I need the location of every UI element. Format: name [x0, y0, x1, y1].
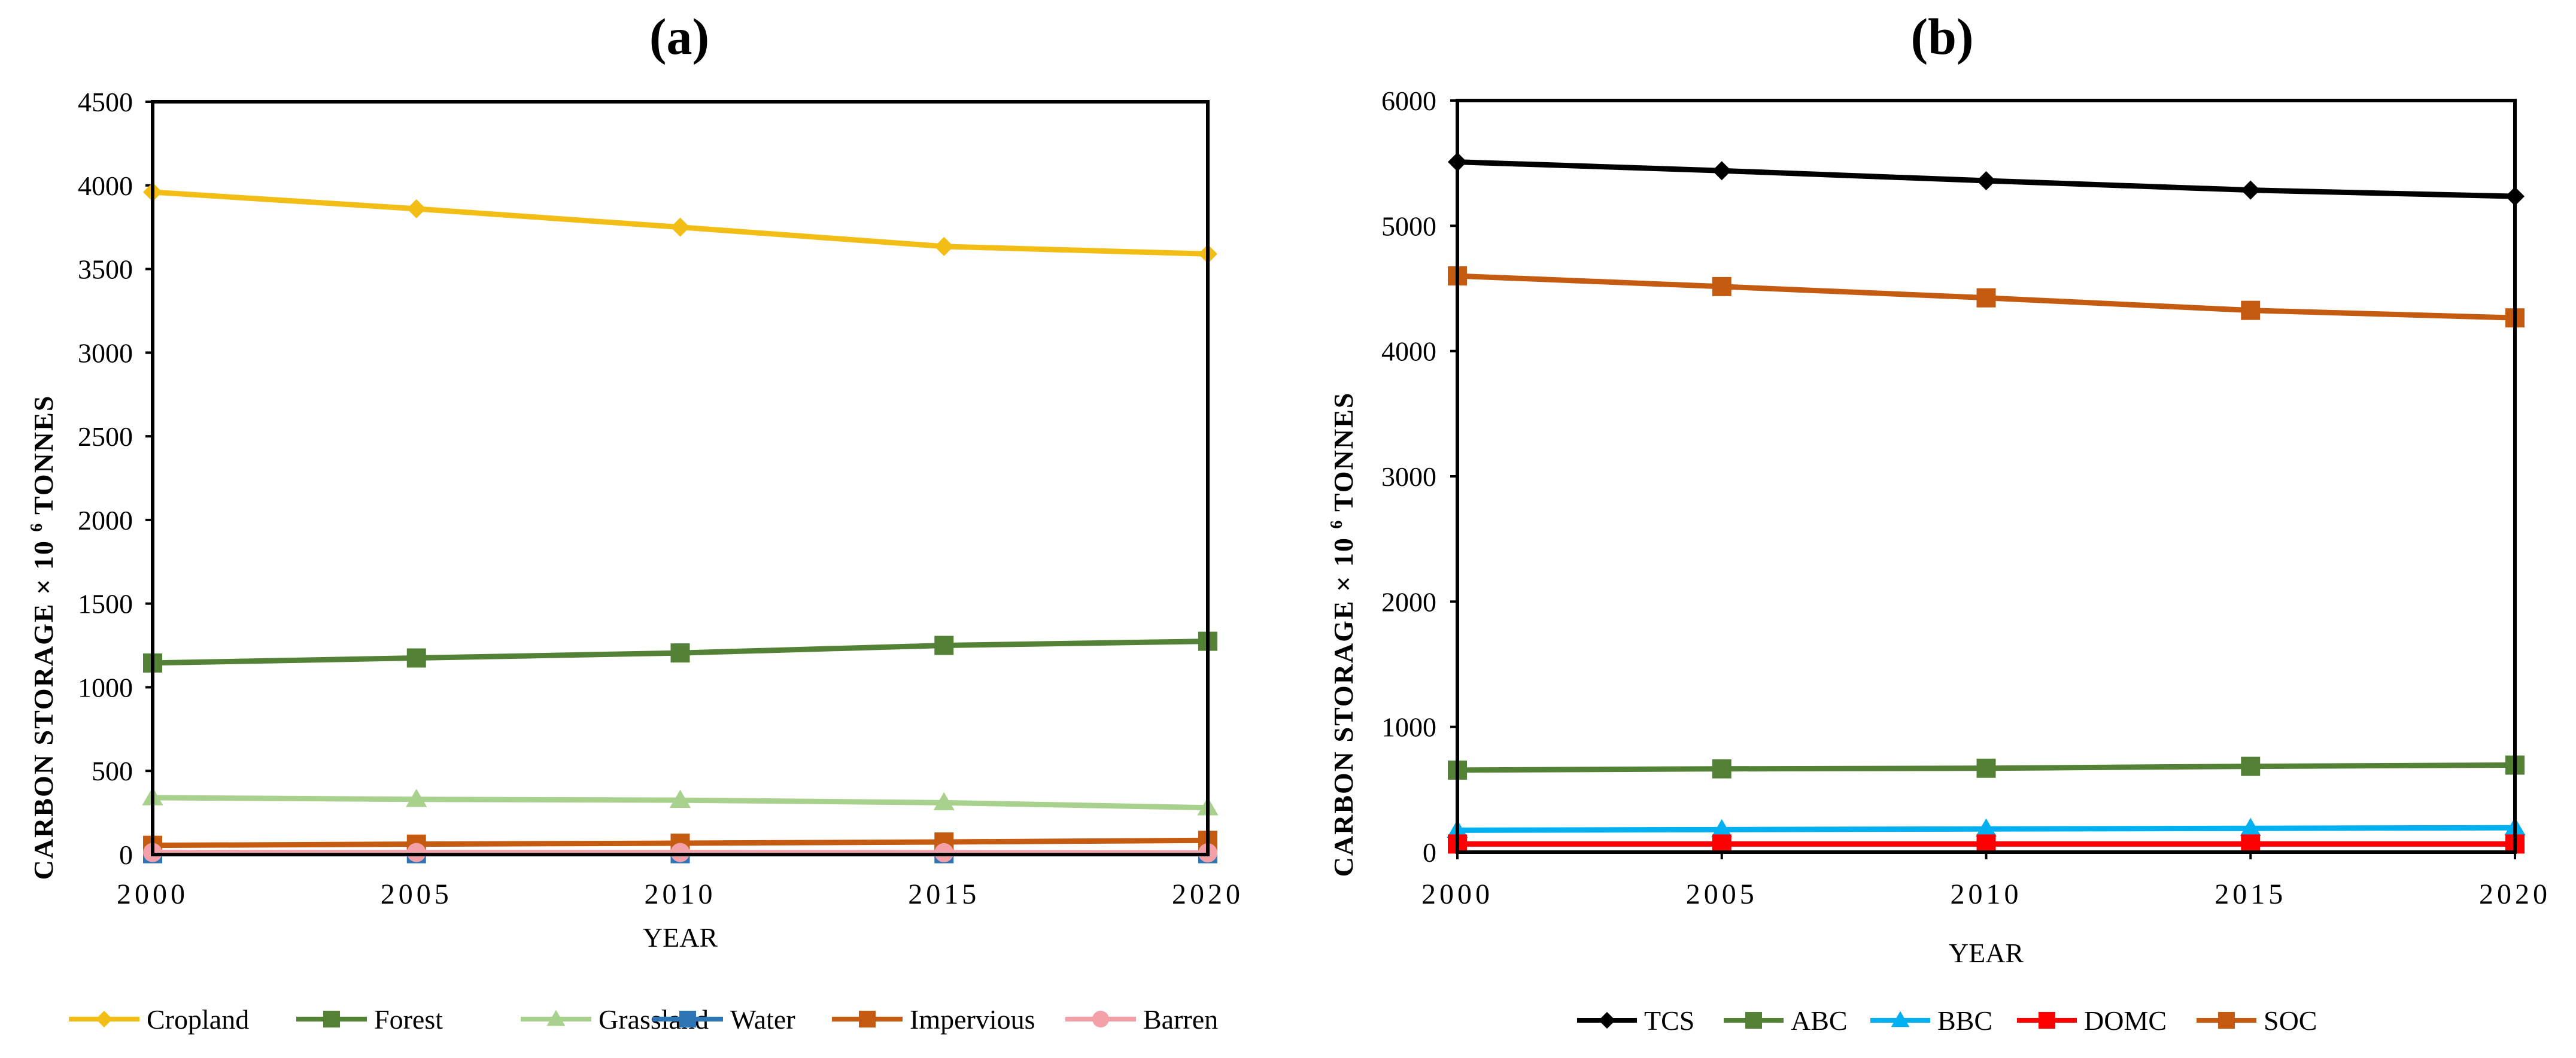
series-point-abc [1712, 759, 1731, 779]
legend-marker-soc [2218, 1012, 2235, 1029]
y-tick-label-a: 2500 [78, 421, 133, 452]
legend-marker-domc [2039, 1012, 2055, 1029]
plot-frame-a [151, 100, 1210, 856]
legend-label-domc: DOMC [2084, 1005, 2167, 1036]
y-tick-label-b: 6000 [1381, 86, 1436, 116]
x-tick-label-b: 2020 [2479, 878, 2551, 910]
series-point-cropland [670, 217, 690, 237]
x-tick-label-b: 2005 [1686, 878, 1758, 910]
x-tick-label-a: 2000 [117, 878, 189, 910]
legend-marker-bbc [1891, 1011, 1910, 1027]
series-point-grassland [933, 792, 955, 811]
legend-marker-grassland [546, 1010, 566, 1026]
series-point-forest [934, 636, 954, 655]
series-point-abc [2241, 756, 2261, 776]
series-point-forest [670, 643, 690, 663]
panel-a-chart: (a) 0 500 1000 1500 2000 2500 3000 3500 4000 4500 2… [28, 8, 1244, 1035]
series-point-barren [934, 843, 954, 862]
y-tick-label-b: 2000 [1381, 586, 1436, 617]
series-point-barren [406, 843, 426, 862]
series-point-abc [1976, 758, 1996, 778]
legend-label-water: Water [730, 1004, 795, 1035]
y-tick-label-a: 1500 [78, 589, 133, 619]
x-axis-title-b: YEAR [1949, 938, 2024, 968]
y-axis-title-main-a: CARBON STORAGE × 10 [28, 532, 59, 880]
x-tick-label-a: 2015 [908, 878, 980, 910]
y-axis-title-a: CARBON STORAGE × 10 6 TONNES [28, 395, 59, 880]
legend-marker-barren [1092, 1011, 1109, 1027]
legend-marker-impervious [859, 1011, 876, 1027]
x-tick-label-b: 2000 [1421, 878, 1493, 910]
legend-label-bbc: BBC [1937, 1005, 1992, 1036]
x-tick-label-b: 2015 [2214, 878, 2286, 910]
legend-marker-tcs [1599, 1012, 1615, 1029]
series-point-tcs [1976, 171, 1996, 190]
y-tick-label-a: 3500 [78, 254, 133, 285]
y-tick-label-a: 2000 [78, 505, 133, 536]
series-point-bbc [2240, 817, 2261, 837]
plot-frame-b [1456, 99, 2517, 854]
y-axis-title-unit-b: TONNES [1328, 392, 1359, 519]
x-tick-label-b: 2010 [1951, 878, 2022, 910]
x-tick-label-a: 2010 [645, 878, 716, 910]
y-tick-label-a: 4000 [78, 171, 133, 201]
series-point-soc [1712, 276, 1731, 296]
y-tick-label-a: 4500 [78, 87, 133, 117]
legend-marker-cropland [96, 1011, 113, 1027]
series-point-barren [670, 843, 690, 862]
series-point-tcs [1712, 161, 1731, 181]
series-point-tcs [2241, 180, 2261, 200]
y-tick-label-a: 0 [119, 840, 133, 870]
y-axis-title-unit-a: TONNES [28, 395, 59, 522]
legend-marker-water [679, 1011, 696, 1027]
x-tick-label-a: 2020 [1172, 878, 1244, 910]
y-tick-label-a: 3000 [78, 338, 133, 368]
x-axis-title-a: YEAR [643, 922, 718, 953]
series-point-grassland [669, 789, 691, 808]
series-point-grassland [406, 789, 427, 807]
y-tick-label-b: 1000 [1381, 712, 1436, 743]
series-point-soc [1976, 288, 1996, 308]
legend-label-cropland: Cropland [147, 1004, 249, 1035]
y-axis-title-exponent-a: 6 [28, 522, 46, 532]
series-point-forest [406, 648, 426, 668]
y-tick-label-b: 0 [1423, 837, 1436, 868]
legend-label-tcs: TCS [1644, 1005, 1694, 1036]
series-point-bbc [1711, 819, 1733, 838]
y-tick-label-a: 1000 [78, 672, 133, 703]
legend-label-barren: Barren [1143, 1004, 1218, 1035]
y-axis-title-exponent-b: 6 [1328, 519, 1346, 529]
series-point-cropland [934, 236, 954, 256]
y-tick-label-a: 500 [92, 756, 133, 786]
panel-label-b: (b) [1910, 8, 1973, 65]
series-point-bbc [1975, 818, 1997, 837]
legend-marker-abc [1745, 1012, 1762, 1029]
legend-label-forest: Forest [374, 1004, 443, 1035]
y-tick-label-b: 5000 [1381, 211, 1436, 241]
legend-marker-forest [323, 1011, 340, 1027]
y-tick-label-b: 3000 [1381, 461, 1436, 492]
y-axis-title-b: CARBON STORAGE × 10 6 TONNES [1328, 392, 1359, 877]
series-point-cropland [406, 199, 426, 218]
y-axis-title-main-b: CARBON STORAGE × 10 [1328, 529, 1359, 877]
legend-label-soc: SOC [2264, 1005, 2317, 1036]
panel-b-chart: (b) 0 1000 2000 3000 4000 5000 6000 2000 2005 2010… [1328, 8, 2551, 1036]
x-tick-label-a: 2005 [381, 878, 452, 910]
series-point-soc [2241, 300, 2261, 320]
panel-label-a: (a) [649, 8, 709, 65]
legend-label-impervious: Impervious [910, 1004, 1035, 1035]
y-tick-label-b: 4000 [1381, 336, 1436, 367]
legend-label-abc: ABC [1791, 1005, 1848, 1036]
